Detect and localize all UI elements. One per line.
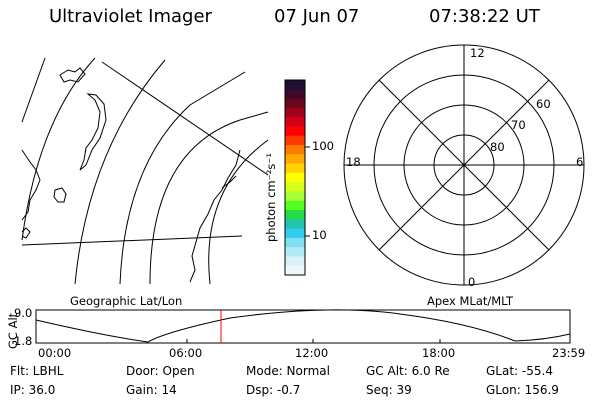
colorbar-cell <box>285 163 305 174</box>
colorbar-cell <box>285 182 305 192</box>
coastline <box>21 149 41 221</box>
info-glon: GLon: 156.9 <box>486 383 559 397</box>
colorbar-cell <box>285 89 305 100</box>
x-tick-label: 12:00 <box>295 346 329 360</box>
info-glat: GLat: -55.4 <box>486 364 553 378</box>
meridian-line <box>21 235 243 246</box>
colorbar-cell <box>285 135 305 146</box>
altitude-panel <box>35 309 571 344</box>
geographic-map <box>21 57 269 285</box>
info-door: Door: Open <box>126 364 195 378</box>
altitude-frame <box>35 309 571 344</box>
meridian-line <box>21 57 46 123</box>
mlt-diagonal <box>378 79 550 251</box>
polar-label: Apex MLat/MLT <box>427 294 514 308</box>
colorbar-cell <box>285 210 305 220</box>
colorbar-tick-label: 100 <box>312 139 334 153</box>
polar-plot <box>343 44 585 286</box>
mlat-label-60: 60 <box>536 97 551 111</box>
colorbar-tick-label: 10 <box>312 228 327 242</box>
mlat-label-70: 70 <box>511 118 526 132</box>
altitude-ymin: 1.8 <box>14 334 33 348</box>
coastline <box>59 67 86 83</box>
info-dsp: Dsp: -0.7 <box>246 383 301 397</box>
colorbar-cell <box>285 247 305 257</box>
info-gcalt: GC Alt: 6.0 Re <box>366 364 450 378</box>
lat-arc <box>149 111 269 285</box>
meridian-line <box>101 61 269 176</box>
colorbar-cell <box>285 172 305 183</box>
colorbar-cell <box>285 126 305 137</box>
date-label: 07 Jun 07 <box>274 6 360 27</box>
colorbar-cell <box>285 154 305 165</box>
info-gain: Gain: 14 <box>126 383 177 397</box>
colorbar-cell <box>285 191 305 202</box>
colorbar-cell <box>285 200 305 211</box>
colorbar-cell <box>285 256 305 267</box>
color-bar-frame <box>284 79 306 276</box>
coastline <box>189 149 241 283</box>
colorbar-cell <box>285 237 305 248</box>
colorbar-cell <box>285 80 305 90</box>
mlt-label-6: 6 <box>576 155 584 169</box>
colorbar-cell <box>285 117 305 127</box>
colorbar-cell <box>285 107 305 118</box>
x-tick-label: 18:00 <box>422 346 456 360</box>
colorbar-cell <box>285 228 305 239</box>
lat-arc <box>74 59 166 285</box>
info-flt: Flt: LBHL <box>10 364 64 378</box>
colorbar-cell <box>285 219 305 230</box>
colorbar-cell <box>285 145 305 155</box>
lat-arc <box>119 71 246 285</box>
coastline <box>21 227 31 239</box>
coastline <box>79 93 107 171</box>
info-ip: IP: 36.0 <box>10 383 56 397</box>
coastline <box>53 187 67 203</box>
colorbar-cell <box>285 265 305 276</box>
info-mode: Mode: Normal <box>246 364 330 378</box>
color-bar <box>285 80 305 276</box>
mlt-label-0: 0 <box>468 275 476 289</box>
instrument-title: Ultraviolet Imager <box>49 6 212 27</box>
x-tick-label: 06:00 <box>169 346 203 360</box>
mlt-label-18: 18 <box>346 155 361 169</box>
x-tick-label: 23:59 <box>552 346 586 360</box>
colorbar-cell <box>285 98 305 109</box>
info-seq: Seq: 39 <box>366 383 412 397</box>
time-label: 07:38:22 UT <box>429 6 540 27</box>
coastline <box>221 175 237 189</box>
mlat-label-80: 80 <box>490 140 505 154</box>
x-tick-label: 00:00 <box>38 346 72 360</box>
mlt-label-12: 12 <box>470 46 485 60</box>
map-label: Geographic Lat/Lon <box>70 294 183 308</box>
lat-arc <box>208 139 269 285</box>
colorbar-unit-label: photon cm⁻²s⁻¹ <box>264 153 278 242</box>
lat-arc <box>21 57 96 241</box>
altitude-ymax: 9.0 <box>14 306 33 320</box>
altitude-curve <box>35 309 571 343</box>
